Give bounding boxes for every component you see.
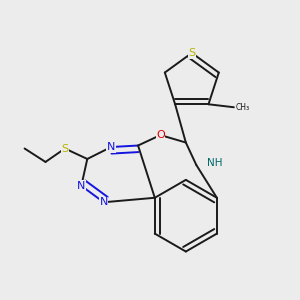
Text: NH: NH	[207, 158, 222, 168]
Text: S: S	[188, 48, 195, 58]
Text: S: S	[61, 143, 68, 154]
Text: N: N	[100, 197, 108, 207]
Text: O: O	[156, 130, 165, 140]
Text: N: N	[77, 181, 86, 191]
Text: CH₃: CH₃	[236, 103, 250, 112]
Text: N: N	[107, 142, 116, 152]
